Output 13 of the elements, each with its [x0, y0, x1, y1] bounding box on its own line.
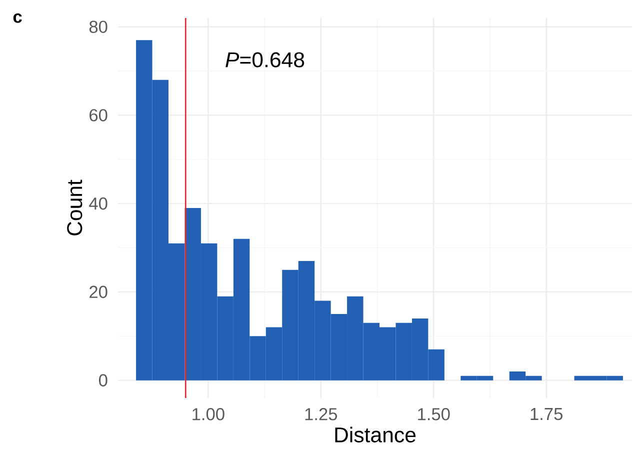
y-tick-label: 40 [89, 197, 108, 210]
x-axis-title: Distance [335, 426, 416, 442]
x-tick-label: 1.00 [192, 408, 224, 420]
y-tick-label: 20 [90, 286, 108, 298]
y-axis-title: Count [67, 180, 82, 236]
text: c [13, 13, 22, 23]
y-tick-label: 60 [90, 109, 108, 122]
annotation: P=0.648 [226, 52, 304, 68]
x-tick-label: 1.25 [305, 408, 338, 420]
x-tick-label: 1.50 [418, 408, 450, 420]
y-tick-label: 0 [98, 374, 108, 386]
y-tick-label: 80 [89, 20, 108, 33]
x-tick-label: 1.75 [530, 408, 562, 420]
